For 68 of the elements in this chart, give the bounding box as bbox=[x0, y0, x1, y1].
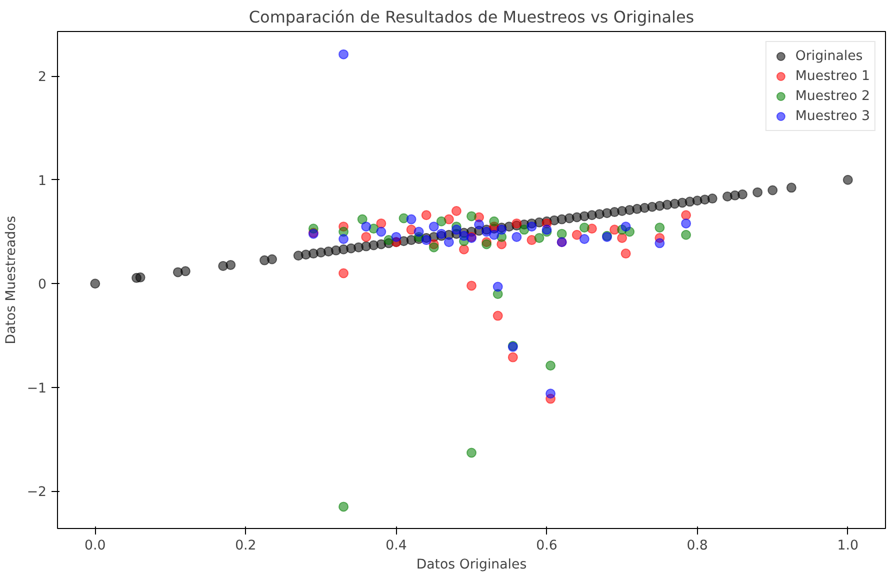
point bbox=[519, 224, 530, 235]
point bbox=[458, 244, 469, 254]
point bbox=[512, 218, 522, 228]
point bbox=[492, 310, 503, 321]
point bbox=[466, 211, 476, 222]
x-tick-label: 0.0 bbox=[84, 538, 106, 554]
point bbox=[451, 206, 462, 216]
point bbox=[361, 222, 372, 232]
x-tick-label: 1.0 bbox=[837, 538, 858, 554]
x-tick-label: 0.4 bbox=[386, 538, 407, 554]
y-tick-label: −1 bbox=[26, 381, 47, 396]
point bbox=[421, 210, 432, 220]
point bbox=[384, 235, 394, 246]
point bbox=[572, 230, 582, 240]
point bbox=[654, 238, 665, 248]
legend-label: Muestreo 3 bbox=[795, 108, 870, 124]
x-tick-label: 0.2 bbox=[235, 538, 256, 554]
point bbox=[338, 49, 349, 60]
point bbox=[508, 352, 518, 362]
y-tick-label: 0 bbox=[38, 278, 47, 293]
point bbox=[489, 230, 500, 240]
point bbox=[546, 360, 556, 371]
point bbox=[474, 220, 484, 230]
x-tick-label: 0.6 bbox=[536, 538, 558, 554]
legend-label: Originales bbox=[795, 48, 863, 64]
point bbox=[534, 232, 544, 243]
point bbox=[357, 214, 368, 224]
point bbox=[579, 222, 590, 233]
y-axis-title: Datos Muestreados bbox=[4, 216, 19, 344]
x-axis-title: Datos Originales bbox=[416, 558, 527, 572]
point bbox=[338, 234, 349, 244]
point bbox=[617, 232, 628, 243]
y-tick-label: −2 bbox=[26, 485, 47, 500]
point bbox=[681, 210, 692, 220]
point bbox=[466, 448, 476, 458]
point bbox=[391, 232, 402, 242]
x-tick-label: 0.8 bbox=[686, 538, 708, 554]
point bbox=[338, 502, 349, 512]
point bbox=[492, 282, 503, 292]
point bbox=[376, 218, 386, 228]
point bbox=[444, 237, 454, 248]
point bbox=[681, 218, 692, 228]
point bbox=[526, 222, 537, 232]
y-tick-label: 1 bbox=[38, 174, 47, 189]
legend-label: Muestreo 1 bbox=[795, 68, 870, 84]
point bbox=[620, 222, 631, 232]
point bbox=[489, 216, 500, 226]
chart-title: Comparación de Resultados de Muestreos vs Originales bbox=[248, 8, 694, 26]
point bbox=[681, 230, 692, 240]
point bbox=[361, 232, 372, 242]
point bbox=[654, 222, 665, 233]
point bbox=[428, 222, 439, 232]
point bbox=[338, 268, 349, 278]
point bbox=[620, 248, 631, 259]
point bbox=[546, 388, 556, 399]
legend-label: Muestreo 2 bbox=[795, 88, 870, 104]
point bbox=[556, 228, 567, 239]
y-tick-label: 2 bbox=[38, 70, 47, 86]
point bbox=[421, 235, 432, 246]
point bbox=[406, 214, 416, 224]
point bbox=[414, 226, 424, 237]
point bbox=[451, 224, 462, 235]
point bbox=[512, 232, 522, 242]
point bbox=[466, 280, 476, 291]
point bbox=[579, 234, 590, 244]
point bbox=[428, 242, 439, 252]
point bbox=[376, 226, 386, 237]
point bbox=[436, 216, 446, 226]
